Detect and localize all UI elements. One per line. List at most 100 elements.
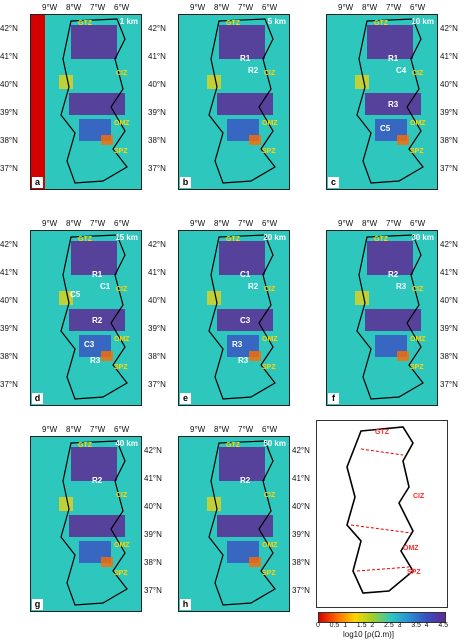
depth-label: 5 km: [267, 17, 286, 26]
depth-label: 40 km: [115, 439, 138, 448]
lat-tick: 40°N: [148, 296, 166, 305]
resistivity-map: [30, 14, 142, 190]
map-panel-h: 50 km h GTZ CIZ OMZ SPZ R2 9°W 8°W 7°W 6°W 42°N 41°N…: [178, 425, 310, 612]
zone-label-spz: SPZ: [114, 364, 128, 371]
lat-tick: 40°N: [0, 80, 18, 89]
zone-label-omz: OMZ: [262, 120, 278, 127]
lon-tick: 7°W: [238, 425, 254, 434]
lat-tick: 42°N: [0, 240, 18, 249]
colorbar-tick: 3: [397, 622, 402, 629]
lat-tick: 39°N: [148, 108, 166, 117]
zone-label-gtz: GTZ: [78, 236, 92, 243]
lat-tick: 38°N: [148, 352, 166, 361]
ref-zone-omz: OMZ: [403, 545, 419, 552]
lat-tick: 39°N: [0, 108, 18, 117]
depth-label: 50 km: [263, 439, 286, 448]
lat-tick: 40°N: [440, 296, 458, 305]
lat-tick: 38°N: [440, 352, 458, 361]
lon-tick: 9°W: [42, 3, 58, 12]
lat-tick: 41°N: [148, 268, 166, 277]
lon-tick: 8°W: [214, 219, 230, 228]
zone-label-omz: OMZ: [262, 542, 278, 549]
lat-tick: 38°N: [440, 136, 458, 145]
anomaly-label: R1: [388, 54, 399, 63]
anomaly-label: R3: [388, 100, 399, 109]
anomaly-label: R1: [92, 270, 103, 279]
lat-tick: 42°N: [148, 24, 166, 33]
panel-letter: f: [328, 393, 339, 404]
zone-label-gtz: GTZ: [78, 20, 92, 27]
anomaly-label: R3: [232, 340, 243, 349]
anomaly-label: C1: [100, 282, 111, 291]
panel-letter: d: [32, 393, 43, 404]
lat-tick: 37°N: [144, 586, 162, 595]
lat-tick: 38°N: [292, 558, 310, 567]
zone-label-gtz: GTZ: [78, 442, 92, 449]
lat-tick: 40°N: [144, 502, 162, 511]
zone-label-ciz: CIZ: [116, 286, 128, 293]
zone-label-spz: SPZ: [262, 148, 276, 155]
panel-letter: g: [32, 599, 43, 610]
zone-label-ciz: CIZ: [264, 70, 276, 77]
anomaly-label: C3: [240, 316, 251, 325]
lon-tick: 9°W: [338, 219, 354, 228]
panel-letter: e: [180, 393, 191, 404]
zone-label-omz: OMZ: [114, 336, 130, 343]
ref-zone-gtz: GTZ: [375, 429, 389, 436]
lat-tick: 39°N: [148, 324, 166, 333]
reference-map-svg: [346, 426, 415, 594]
panel-letter: b: [180, 177, 191, 188]
lat-tick: 40°N: [292, 502, 310, 511]
lat-tick: 42°N: [292, 446, 310, 455]
lat-tick: 39°N: [0, 324, 18, 333]
zone-label-spz: SPZ: [410, 364, 424, 371]
depth-label: 1 km: [119, 17, 138, 26]
depth-label: 10 km: [411, 17, 434, 26]
panel-letter: c: [328, 177, 339, 188]
lat-tick: 39°N: [440, 324, 458, 333]
zone-label-gtz: GTZ: [226, 20, 240, 27]
colorbar-tick: 2.5: [384, 622, 394, 629]
anomaly-label: C4: [396, 66, 407, 75]
zone-label-spz: SPZ: [262, 570, 276, 577]
lon-tick: 7°W: [90, 219, 106, 228]
zone-label-spz: SPZ: [410, 148, 424, 155]
lat-tick: 41°N: [144, 474, 162, 483]
lat-tick: 39°N: [144, 530, 162, 539]
lon-tick: 7°W: [386, 3, 402, 12]
map-panel-d: 15 km d GTZ CIZ OMZ SPZ R1 C1 R2 C3 R3 C5 9°W 8°W 7°W 6…: [0, 219, 142, 406]
colorbar-tick: 4: [424, 622, 429, 629]
lat-tick: 38°N: [0, 352, 18, 361]
anomaly-label: R2: [92, 316, 103, 325]
anomaly-label: R1: [240, 54, 251, 63]
lon-tick: 6°W: [410, 219, 426, 228]
map-panel-b: 5 km b GTZ CIZ OMZ SPZ R1 R2 9°W 8°W 7°W 6°W 42°N 41°…: [148, 3, 290, 190]
anomaly-label: R3: [238, 356, 249, 365]
ref-zone-spz: SPZ: [407, 569, 421, 576]
lat-tick: 37°N: [292, 586, 310, 595]
lat-tick: 38°N: [0, 136, 18, 145]
zone-label-omz: OMZ: [114, 120, 130, 127]
resistivity-map: [326, 230, 438, 406]
lat-tick: 41°N: [440, 52, 458, 61]
ref-zone-ciz: CIZ: [413, 493, 425, 500]
colorbar-tick: 1: [343, 622, 348, 629]
zone-label-omz: OMZ: [410, 120, 426, 127]
anomaly-label: R2: [240, 476, 251, 485]
zone-label-gtz: GTZ: [226, 236, 240, 243]
lat-tick: 37°N: [440, 164, 458, 173]
anomaly-label: R3: [90, 356, 101, 365]
zone-label-spz: SPZ: [262, 364, 276, 371]
anomaly-label: C1: [240, 270, 251, 279]
zone-label-omz: OMZ: [262, 336, 278, 343]
map-panel-g: 40 km g GTZ CIZ OMZ SPZ R2 9°W 8°W 7°W 6°W 42°N 41°N…: [30, 425, 162, 612]
zone-label-omz: OMZ: [114, 542, 130, 549]
colorbar: [318, 612, 446, 623]
lon-tick: 6°W: [114, 425, 130, 434]
lat-tick: 37°N: [148, 164, 166, 173]
depth-label: 15 km: [115, 233, 138, 242]
panel-letter: h: [180, 599, 191, 610]
lon-tick: 9°W: [190, 219, 206, 228]
resistivity-map: [178, 230, 290, 406]
lat-tick: 37°N: [440, 380, 458, 389]
